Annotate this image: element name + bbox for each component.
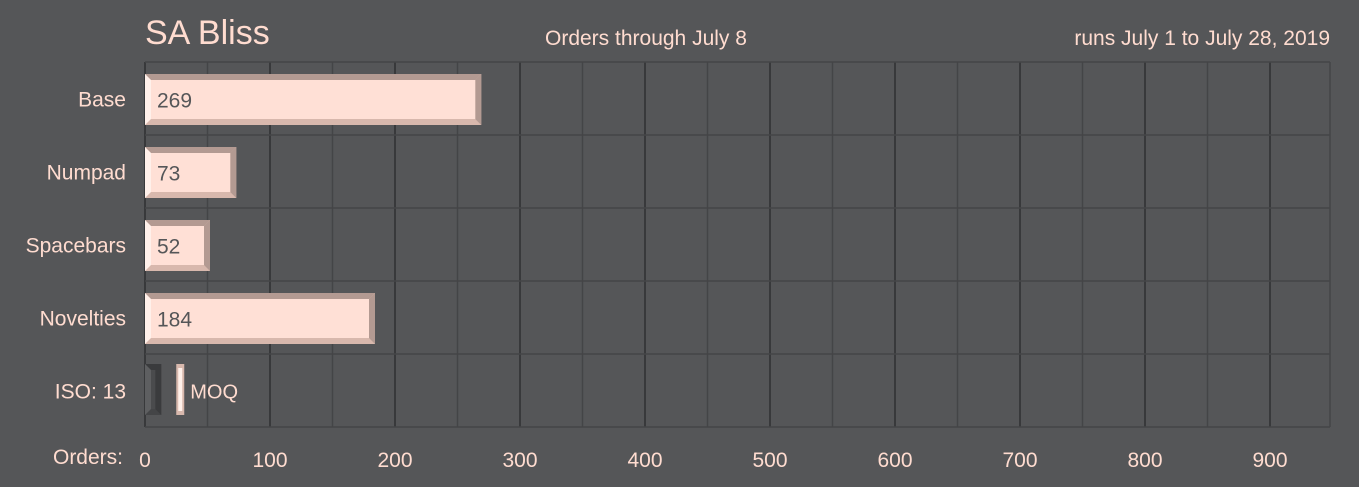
category-label: Spacebars — [26, 235, 126, 258]
bar-value-label: 52 — [157, 236, 180, 259]
x-tick-label: 400 — [627, 449, 662, 472]
iso-label: ISO: 13 — [55, 381, 126, 404]
bar-spacebars-bevel-top — [145, 220, 210, 226]
x-tick-label: 700 — [1002, 449, 1037, 472]
bar-iso-face — [151, 370, 156, 409]
x-axis-label: Orders: — [53, 446, 123, 469]
x-tick-label: 100 — [252, 449, 287, 472]
run-dates: runs July 1 to July 28, 2019 — [1074, 27, 1330, 50]
category-label: Novelties — [40, 308, 126, 331]
bar-iso-bevel-top — [145, 364, 162, 370]
bar-numpad-bevel-right — [230, 147, 237, 198]
x-tick-label: 300 — [502, 449, 537, 472]
bar-numpad-bevel-top — [145, 147, 237, 153]
category-label: Base — [78, 89, 126, 112]
category-label: Numpad — [47, 162, 126, 185]
bar-base-bevel-right — [475, 74, 482, 125]
bar-value-label: 184 — [157, 309, 192, 332]
bar-numpad-bevel-left — [145, 147, 151, 198]
bar-value-label: 73 — [157, 163, 180, 186]
x-tick-label: 900 — [1252, 449, 1287, 472]
bar-novelties-face — [151, 299, 369, 338]
bar-novelties-bevel-top — [145, 293, 375, 299]
bar-numpad-face — [151, 153, 231, 192]
x-tick-label: 600 — [877, 449, 912, 472]
x-tick-label: 800 — [1127, 449, 1162, 472]
bar-novelties-bevel-left — [145, 293, 151, 344]
moq-marker-face — [178, 368, 183, 411]
bar-novelties-bevel-right — [369, 293, 375, 344]
moq-label: MOQ — [190, 382, 238, 404]
x-tick-label: 200 — [377, 449, 412, 472]
bar-base-bevel-top — [145, 74, 482, 80]
bar-base-bevel-left — [145, 74, 151, 125]
chart-subtitle: Orders through July 8 — [545, 27, 747, 50]
bar-iso-bevel-right — [155, 364, 162, 415]
bar-value-label: 269 — [157, 90, 192, 113]
bar-spacebars-face — [151, 226, 204, 265]
x-tick-label: 0 — [139, 449, 151, 472]
bar-iso-bevel-left — [145, 364, 151, 415]
bar-spacebars-bevel-right — [204, 220, 210, 271]
bar-spacebars-bevel-left — [145, 220, 151, 271]
chart-title: SA Bliss — [145, 14, 270, 52]
bar-base-face — [151, 80, 476, 119]
x-tick-label: 500 — [752, 449, 787, 472]
